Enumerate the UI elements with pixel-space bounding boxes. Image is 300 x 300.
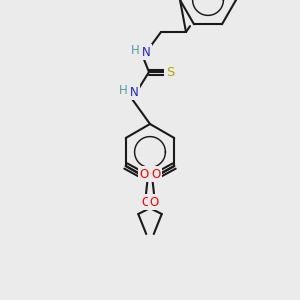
Text: H: H [118, 83, 127, 97]
Text: H: H [130, 44, 140, 56]
Text: N: N [142, 46, 150, 59]
Text: O: O [141, 196, 150, 208]
Text: O: O [151, 167, 160, 181]
Text: N: N [130, 85, 138, 98]
Text: S: S [166, 65, 174, 79]
Text: O: O [150, 196, 159, 208]
Text: O: O [140, 167, 149, 181]
